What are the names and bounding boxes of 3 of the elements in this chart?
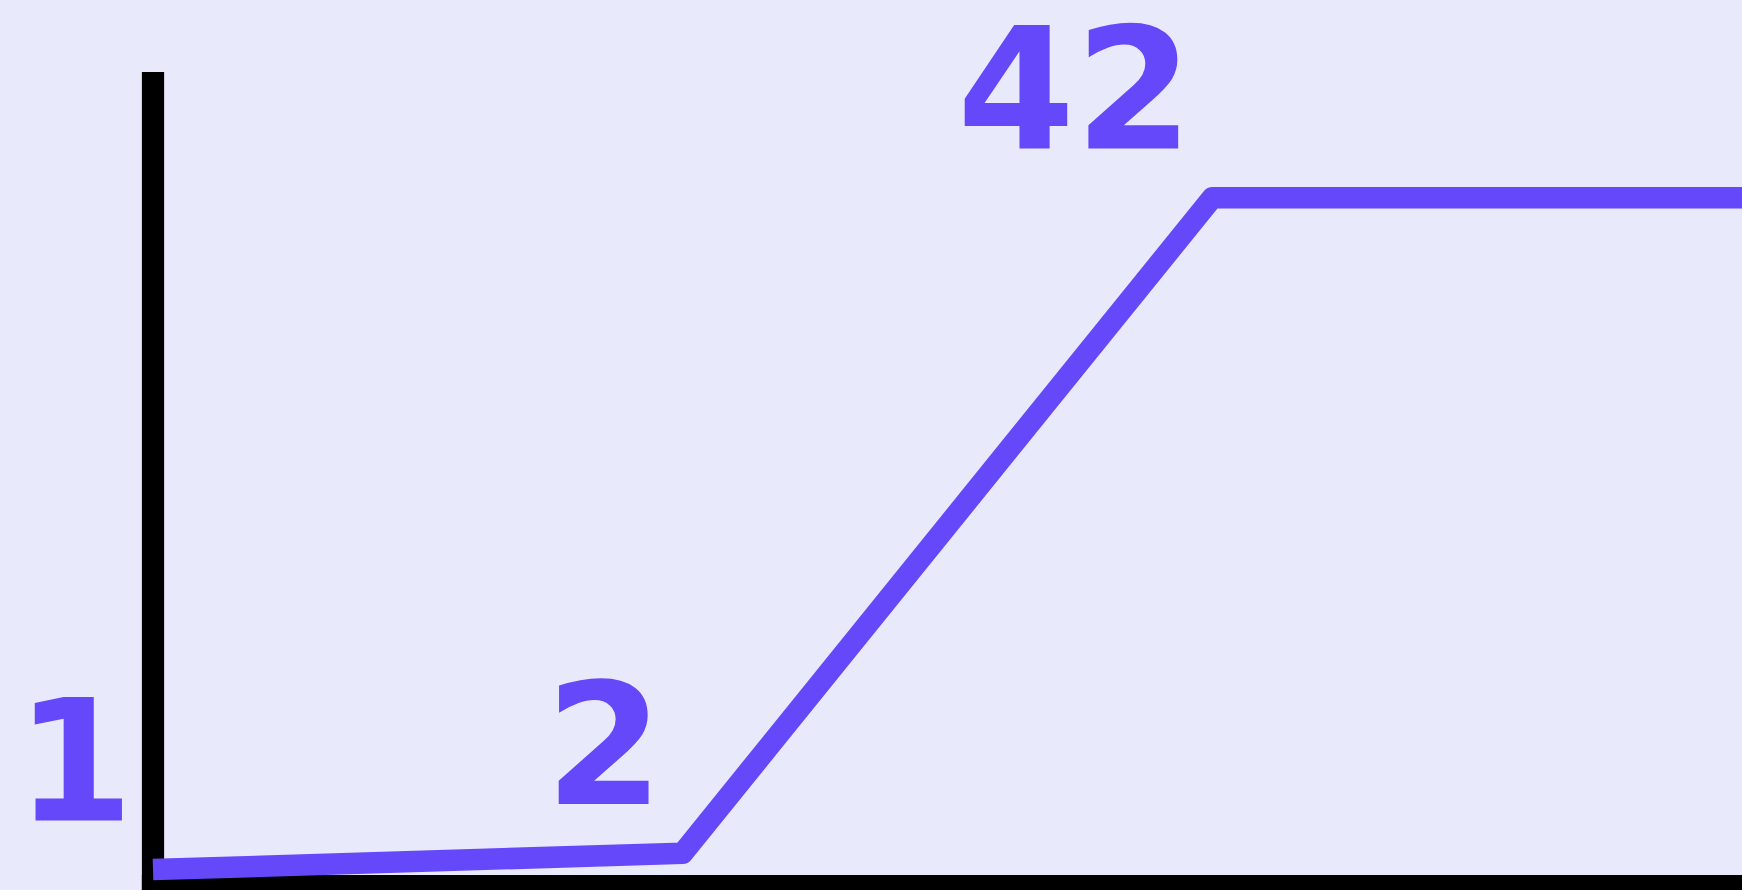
data-label: 2 [558,678,649,805]
data-label: 1 [34,696,122,821]
data-label: 42 [964,22,1179,149]
